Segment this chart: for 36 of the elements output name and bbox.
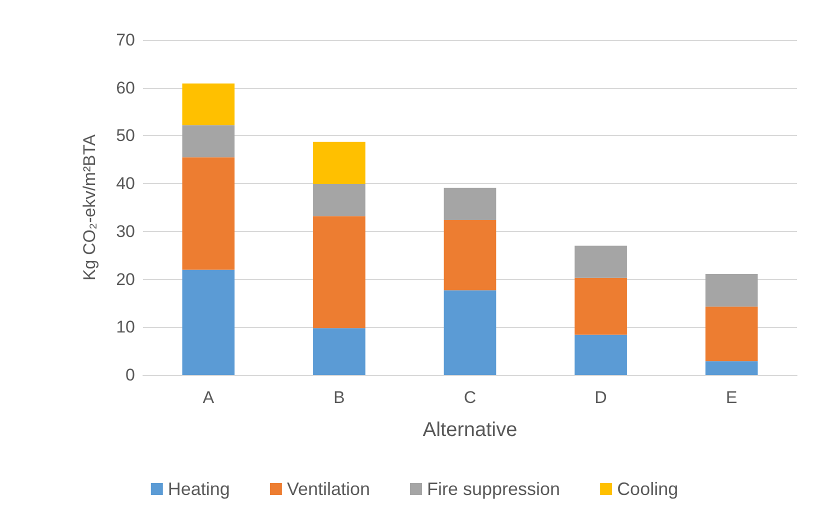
bar <box>182 270 235 375</box>
bar <box>574 278 627 335</box>
bar <box>444 220 496 290</box>
x-tick-label: C <box>464 388 476 407</box>
y-tick-label: 70 <box>116 30 135 50</box>
x-tick-label: B <box>334 388 345 407</box>
bar <box>574 334 627 375</box>
y-tick-label: 0 <box>126 366 135 384</box>
bar <box>313 328 366 375</box>
bar <box>705 306 758 362</box>
y-tick-label: 50 <box>116 126 135 146</box>
x-tick-label: E <box>726 388 738 407</box>
y-tick-label: 10 <box>116 318 135 337</box>
y-tick-label: 60 <box>116 78 135 98</box>
x-tick-label: A <box>202 388 215 407</box>
bar <box>313 142 366 184</box>
legend-label: Heating <box>168 479 230 499</box>
bar <box>705 361 758 375</box>
y-axis-title: Kg CO₂-ekv/m²BTA <box>80 134 99 281</box>
y-tick-label: 40 <box>116 174 135 194</box>
x-axis-title: Alternative <box>422 419 518 441</box>
legend-label: Fire suppression <box>427 479 560 499</box>
bar <box>313 184 366 216</box>
bar <box>444 188 496 220</box>
bar <box>574 246 627 278</box>
bar <box>444 290 496 375</box>
bar <box>182 157 235 270</box>
bar <box>313 216 366 328</box>
y-tick-label: 30 <box>116 222 135 241</box>
x-tick-label: D <box>594 388 607 407</box>
legend-label: Ventilation <box>286 479 370 499</box>
bar <box>182 125 235 158</box>
y-tick-label: 20 <box>116 270 135 289</box>
bar <box>182 84 235 126</box>
bar <box>705 274 758 307</box>
legend-label: Cooling <box>617 479 678 499</box>
